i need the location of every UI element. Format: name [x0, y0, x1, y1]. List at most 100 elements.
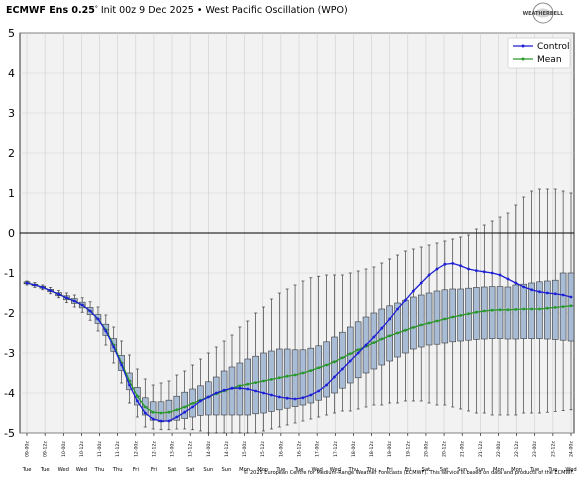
title-degree: ° [95, 5, 98, 12]
x-axis: 09-00z Tue 09-12z Tue 10-00z Wed 10-12z Wed 11-0… [22, 433, 577, 473]
control-point [206, 395, 210, 399]
box-plot [331, 274, 338, 414]
control-point [88, 309, 92, 313]
y-tick-label: -4 [4, 387, 15, 400]
box-iqr [528, 282, 535, 339]
mean-point [348, 352, 352, 356]
x-day-label: Tue [275, 467, 285, 473]
mean-point [514, 308, 518, 311]
mean-point [411, 326, 415, 329]
x-day-label: Wed [565, 467, 576, 473]
mean-point [451, 315, 455, 319]
mean-point [561, 305, 565, 308]
x-tick-label: 13-00z [170, 441, 176, 457]
box-iqr [291, 349, 299, 407]
control-point [112, 345, 116, 349]
box-iqr [299, 349, 307, 406]
x-tick-label: 11-00z [97, 441, 103, 457]
mean-point [340, 356, 344, 360]
x-day-label: Fri [151, 467, 157, 473]
mean-point [309, 369, 313, 372]
mean-point [545, 306, 549, 310]
mean-point [372, 341, 376, 344]
control-point [569, 295, 573, 299]
mean-point [490, 308, 494, 312]
control-point [506, 277, 510, 281]
x-day-label: Wed [76, 467, 87, 473]
control-point [183, 410, 187, 414]
x-day-label: Mon [257, 467, 268, 473]
control-point [372, 335, 376, 339]
control-point [490, 271, 494, 275]
x-tick-label: 14-12z [224, 441, 230, 457]
control-point [246, 387, 250, 391]
mean-point [325, 363, 328, 367]
x-tick-label: 24-00z [569, 441, 575, 457]
control-point [80, 303, 84, 307]
x-tick-label: 19-00z [387, 441, 393, 457]
mean-point [285, 374, 289, 378]
control-point [530, 288, 533, 292]
control-point [498, 273, 502, 277]
y-tick-label: 0 [8, 227, 15, 240]
x-day-label: Mon [239, 467, 250, 473]
control-point [222, 388, 226, 392]
mean-point [270, 378, 273, 381]
control-series-line [26, 262, 572, 422]
x-day-label: Sat [168, 467, 177, 473]
mean-point [459, 314, 463, 317]
control-point [49, 289, 53, 292]
control-point [396, 307, 399, 311]
control-point [514, 281, 518, 285]
control-point [364, 343, 368, 347]
box-iqr [544, 280, 551, 340]
control-point [25, 281, 29, 285]
x-tick-label: 10-00z [61, 441, 67, 457]
x-tick-label: 15-00z [242, 441, 248, 457]
box-iqr [307, 347, 315, 404]
control-point [325, 383, 328, 387]
mean-point [191, 402, 194, 405]
mean-point [443, 317, 447, 321]
control-point [356, 351, 360, 355]
box-iqr [488, 286, 496, 339]
mean-point [380, 337, 384, 341]
box-iqr [228, 366, 236, 416]
mean-point [467, 312, 470, 316]
control-point [285, 396, 289, 400]
control-point [553, 292, 557, 296]
box-iqr [402, 299, 409, 354]
box-iqr [283, 348, 291, 409]
mean-point [246, 382, 250, 386]
x-tick-label: 18-00z [351, 441, 357, 457]
control-point [199, 399, 202, 403]
y-tick-label: 3 [8, 107, 15, 120]
x-day-label: Fri [133, 467, 139, 473]
x-day-label: Sun [475, 467, 485, 473]
control-point [301, 396, 305, 400]
weatherbell-logo: WEATHERBELL [523, 2, 564, 24]
mean-point [506, 308, 510, 312]
mean-point [530, 307, 533, 311]
x-day-label: Mon [493, 467, 504, 473]
control-point [277, 395, 281, 399]
control-point [143, 411, 147, 415]
x-tick-label: 20-12z [442, 441, 448, 457]
x-day-label: Thu [112, 467, 123, 473]
control-point [159, 419, 163, 423]
title-description: Init 00z 9 Dec 2025 • West Pacific Oscil… [98, 5, 348, 16]
box-plot [378, 262, 386, 406]
control-point [191, 405, 194, 409]
control-point [175, 415, 179, 419]
box-iqr [386, 305, 393, 362]
box-iqr [410, 296, 417, 350]
box-iqr [252, 355, 259, 415]
y-tick-label: 5 [8, 27, 15, 40]
x-day-label: Tue [40, 467, 50, 473]
control-point [57, 292, 60, 296]
box-plot [488, 220, 496, 416]
mean-point [135, 394, 139, 398]
x-tick-label: 13-12z [188, 441, 194, 457]
legend-mean-marker [521, 57, 525, 61]
